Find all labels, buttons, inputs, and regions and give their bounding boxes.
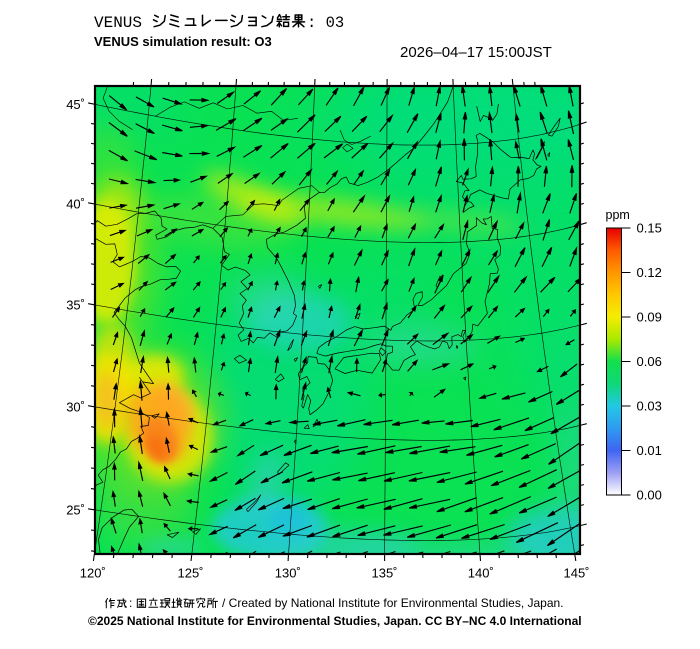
svg-text:ppm: ppm xyxy=(606,208,630,222)
svg-text:0.09: 0.09 xyxy=(637,310,662,325)
svg-text:0.12: 0.12 xyxy=(637,265,662,280)
svg-text:0.01: 0.01 xyxy=(637,443,662,458)
svg-text:120˚: 120˚ xyxy=(80,566,106,581)
svg-text:25˚: 25˚ xyxy=(66,502,85,517)
svg-text:/ Created by National Institut: / Created by National Institute for Envi… xyxy=(222,596,564,610)
svg-text:40˚: 40˚ xyxy=(66,197,85,212)
svg-text:VENUS simulation result: O3: VENUS simulation result: O3 xyxy=(94,34,272,49)
svg-text:45˚: 45˚ xyxy=(66,97,85,112)
svg-text:: 03: : 03 xyxy=(307,14,344,32)
svg-text:145˚: 145˚ xyxy=(563,566,589,581)
svg-text:35˚: 35˚ xyxy=(66,297,85,312)
svg-text::: : xyxy=(129,596,132,610)
svg-text:30˚: 30˚ xyxy=(66,399,85,414)
svg-text:135˚: 135˚ xyxy=(371,566,397,581)
svg-text:©2025 National Institute for E: ©2025 National Institute for Environment… xyxy=(88,614,582,628)
svg-text:130˚: 130˚ xyxy=(275,566,301,581)
svg-text:0.00: 0.00 xyxy=(637,488,662,503)
svg-text:140˚: 140˚ xyxy=(468,566,494,581)
svg-text:0.06: 0.06 xyxy=(637,354,662,369)
svg-text:0.03: 0.03 xyxy=(637,399,662,414)
svg-text:2026–04–17 15:00JST: 2026–04–17 15:00JST xyxy=(400,44,552,61)
svg-text:0.15: 0.15 xyxy=(637,221,662,236)
svg-text:VENUS: VENUS xyxy=(94,14,142,32)
svg-text:125˚: 125˚ xyxy=(177,566,203,581)
